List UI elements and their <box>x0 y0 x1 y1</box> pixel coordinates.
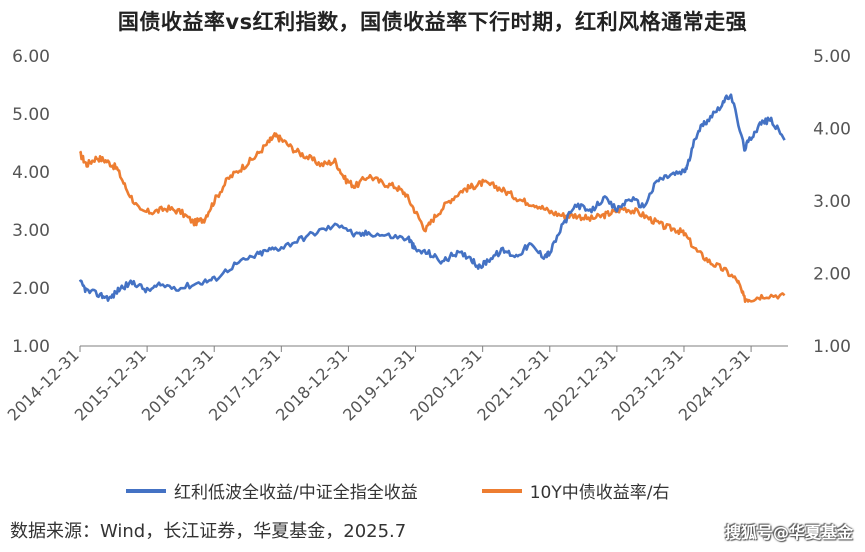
y-right-tick-label: 1.00 <box>813 337 851 357</box>
legend-item-series1: 红利低波全收益/中证全指全收益 <box>126 478 418 503</box>
y-left-tick-label: 3.00 <box>12 221 50 241</box>
watermark: 搜狐号@华夏基金 <box>724 523 853 542</box>
legend-item-series2: 10Y中债收益率/右 <box>481 478 670 503</box>
x-tick-label: 2024-12-31 <box>675 345 754 424</box>
y-left-tick-label: 5.00 <box>12 105 50 125</box>
y-left-tick-label: 6.00 <box>12 47 50 67</box>
y-right-tick-label: 5.00 <box>813 47 851 67</box>
legend-swatch-series1 <box>126 488 166 493</box>
chart-title: 国债收益率vs红利指数，国债收益率下行时期，红利风格通常走强 <box>117 10 748 34</box>
y-left-tick-label: 4.00 <box>12 163 50 183</box>
series-line-dividend-ratio <box>78 93 786 302</box>
legend: 红利低波全收益/中证全指全收益 10Y中债收益率/右 <box>126 478 733 503</box>
legend-swatch-series2 <box>481 488 522 493</box>
y-right-tick-label: 4.00 <box>813 120 851 140</box>
legend-label-series2: 10Y中债收益率/右 <box>529 483 670 503</box>
series-line-10y-yield <box>78 132 786 303</box>
y-right-tick-label: 2.00 <box>813 265 851 285</box>
y-right-tick-label: 3.00 <box>813 192 851 212</box>
y-left-tick-label: 2.00 <box>12 279 50 299</box>
legend-label-series1: 红利低波全收益/中证全指全收益 <box>174 483 418 503</box>
source-note: 数据来源：Wind，长江证券，华夏基金，2025.7 <box>10 521 407 542</box>
y-left-tick-label: 1.00 <box>12 337 50 357</box>
